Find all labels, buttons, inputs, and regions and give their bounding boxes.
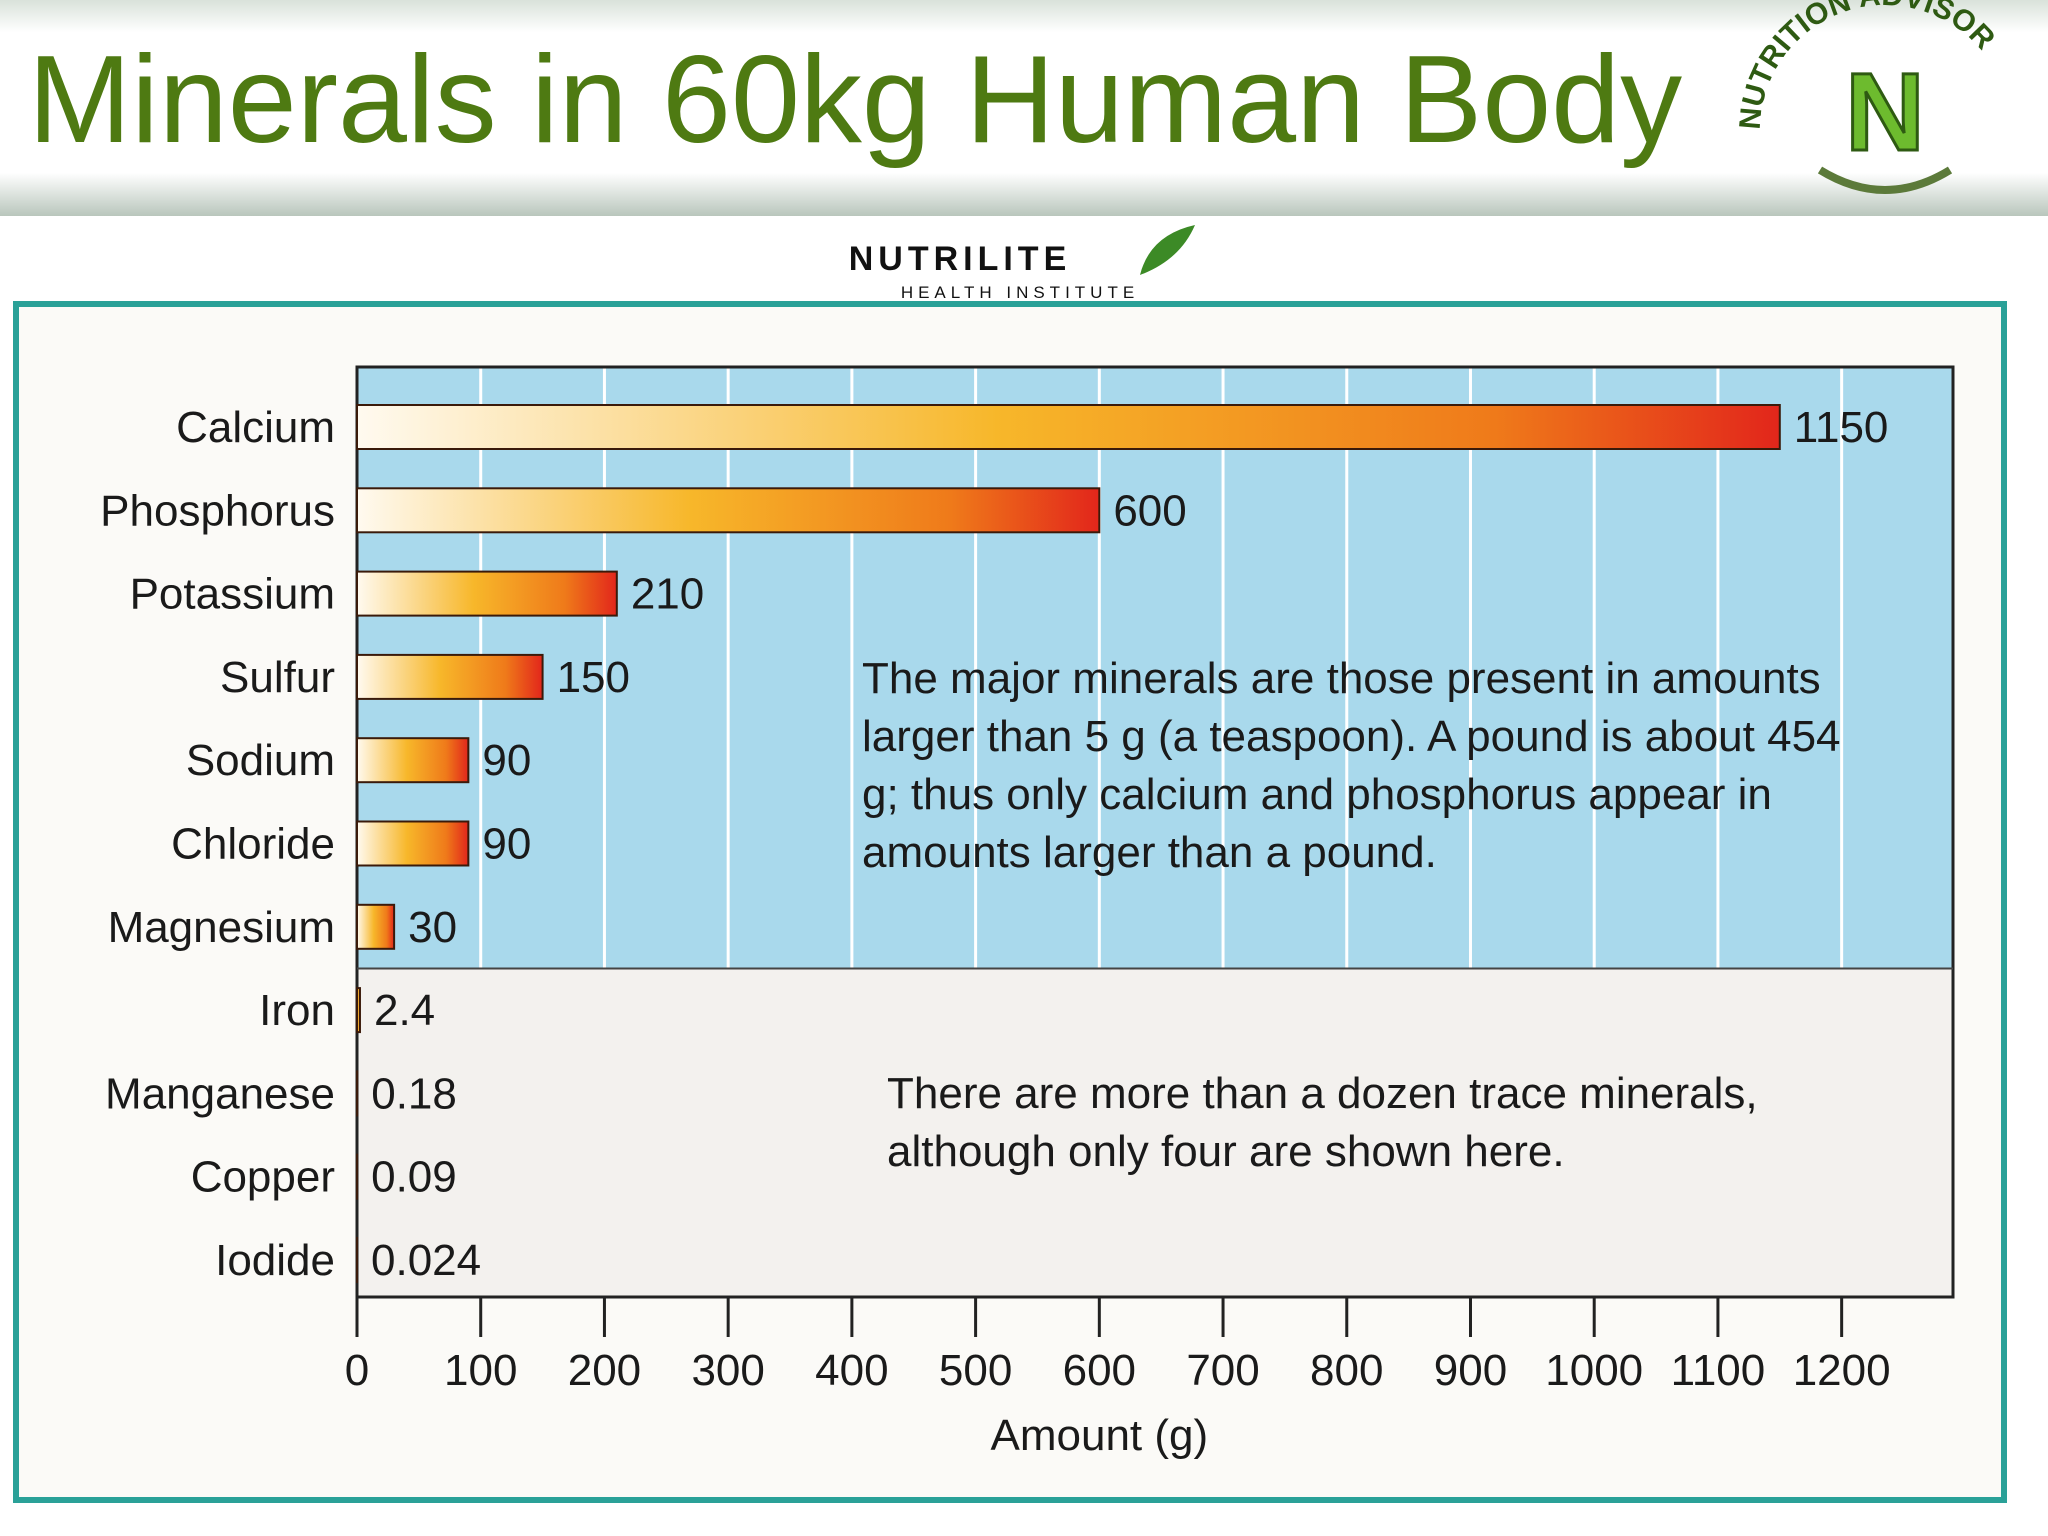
y-tick-label: Sulfur (220, 653, 335, 702)
value-label: 210 (631, 570, 704, 619)
annotation: The major minerals are those present in … (862, 654, 1841, 877)
x-tick-label: 600 (1063, 1346, 1136, 1395)
y-tick-label: Iron (259, 986, 335, 1035)
plot: 0 100 200 300 400 500 600 700 800 900 1000 1100 1200… (100, 365, 1955, 1460)
x-tick-label: 900 (1434, 1346, 1507, 1395)
x-tick-label: 200 (568, 1346, 641, 1395)
annotation: There are more than a dozen trace minera… (887, 1069, 1758, 1176)
value-label: 0.024 (371, 1236, 481, 1285)
trace-region (357, 968, 1953, 1297)
bar (356, 737, 470, 784)
y-tick-label: Iodide (215, 1236, 335, 1285)
bar (356, 987, 361, 1034)
x-tick-label: 1200 (1793, 1346, 1891, 1395)
x-tick-label: 500 (939, 1346, 1012, 1395)
x-tick-label: 0 (345, 1346, 369, 1395)
value-label: 1150 (1794, 403, 1889, 452)
value-label: 0.09 (371, 1153, 457, 1202)
value-label: 0.18 (371, 1069, 457, 1118)
value-label: 150 (557, 653, 630, 702)
y-tick-label: Potassium (130, 570, 335, 619)
y-tick-label: Chloride (171, 820, 335, 869)
x-tick-label: 1100 (1671, 1346, 1766, 1395)
value-label: 90 (482, 736, 531, 785)
x-tick-label: 700 (1186, 1346, 1259, 1395)
x-tick-label: 300 (691, 1346, 764, 1395)
logo-laurel (1817, 166, 1953, 194)
y-tick-label: Phosphorus (100, 486, 335, 535)
x-tick-label: 1000 (1545, 1346, 1643, 1395)
value-label: 600 (1113, 486, 1186, 535)
value-label: 90 (482, 820, 531, 869)
x-tick-label: 800 (1310, 1346, 1383, 1395)
x-tick-label: 100 (444, 1346, 517, 1395)
bar (356, 820, 470, 867)
y-tick-label: Manganese (105, 1069, 335, 1118)
header-band (0, 0, 2048, 216)
bar (356, 487, 1101, 534)
x-axis-label: Amount (g) (991, 1411, 1209, 1460)
bar (356, 903, 396, 950)
major-region (357, 367, 1953, 969)
brand-leaf (1140, 225, 1195, 275)
y-tick-label: Calcium (176, 403, 335, 452)
y-tick-label: Sodium (186, 736, 335, 785)
brand-tagline: HEALTH INSTITUTE (901, 283, 1139, 302)
brand-name: NUTRILITE (849, 240, 1072, 278)
title: Minerals in 60kg Human Body (28, 31, 1682, 169)
y-tick-label: Copper (191, 1153, 335, 1202)
bar (356, 653, 544, 700)
nutrilite-logo: NUTRILITE HEALTH INSTITUTE (849, 225, 1195, 302)
bar (356, 404, 1781, 450)
bar (356, 570, 618, 617)
x-tick-label: 400 (815, 1346, 888, 1395)
y-tick-label: Magnesium (108, 903, 335, 952)
value-label: 2.4 (374, 986, 435, 1035)
value-label: 30 (408, 903, 457, 952)
logo-letter: N (1845, 51, 1924, 174)
